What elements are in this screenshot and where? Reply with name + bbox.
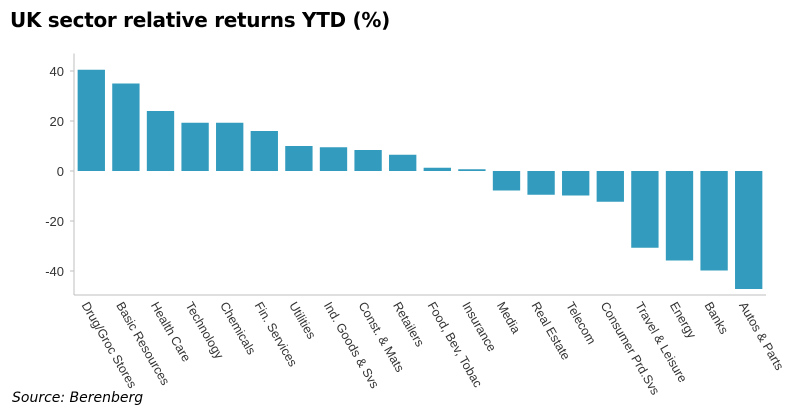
bar xyxy=(423,167,451,171)
y-axis: 40 20 0 -20 -40 xyxy=(45,53,75,295)
bar xyxy=(700,171,728,271)
bar xyxy=(665,171,694,261)
bar xyxy=(527,171,555,195)
bar xyxy=(146,111,175,171)
bar xyxy=(458,169,486,171)
x-tick-label: Insurance xyxy=(459,300,499,355)
bar xyxy=(492,171,521,191)
x-tick-label: Media xyxy=(494,300,523,337)
bar xyxy=(631,171,659,248)
bars xyxy=(77,69,763,289)
bar xyxy=(319,147,348,171)
bar xyxy=(596,171,624,202)
x-tick-label: Energy xyxy=(667,300,699,342)
bar xyxy=(354,150,382,171)
bar xyxy=(735,171,763,289)
y-tick-label: -20 xyxy=(45,214,64,229)
bar xyxy=(285,146,313,171)
bar xyxy=(77,69,105,171)
x-tick-label: Autos & Parts xyxy=(736,300,786,373)
y-tick-label: -40 xyxy=(45,264,64,279)
chart-title: UK sector relative returns YTD (%) xyxy=(10,8,390,32)
x-tick-label: Banks xyxy=(702,300,731,337)
bar xyxy=(389,154,417,171)
y-tick-label: 20 xyxy=(50,114,64,129)
bar xyxy=(112,83,140,171)
y-tick-label: 40 xyxy=(50,64,64,79)
x-tick-label: Utilities xyxy=(286,300,318,342)
bar xyxy=(216,122,244,171)
x-tick-label: Retailers xyxy=(390,300,427,350)
bar xyxy=(250,131,278,171)
source-note: Source: Berenberg xyxy=(12,390,144,406)
bar xyxy=(562,171,590,196)
x-tick-label: Telecom xyxy=(563,300,598,347)
bar xyxy=(181,122,209,171)
y-tick-label: 0 xyxy=(57,164,64,179)
